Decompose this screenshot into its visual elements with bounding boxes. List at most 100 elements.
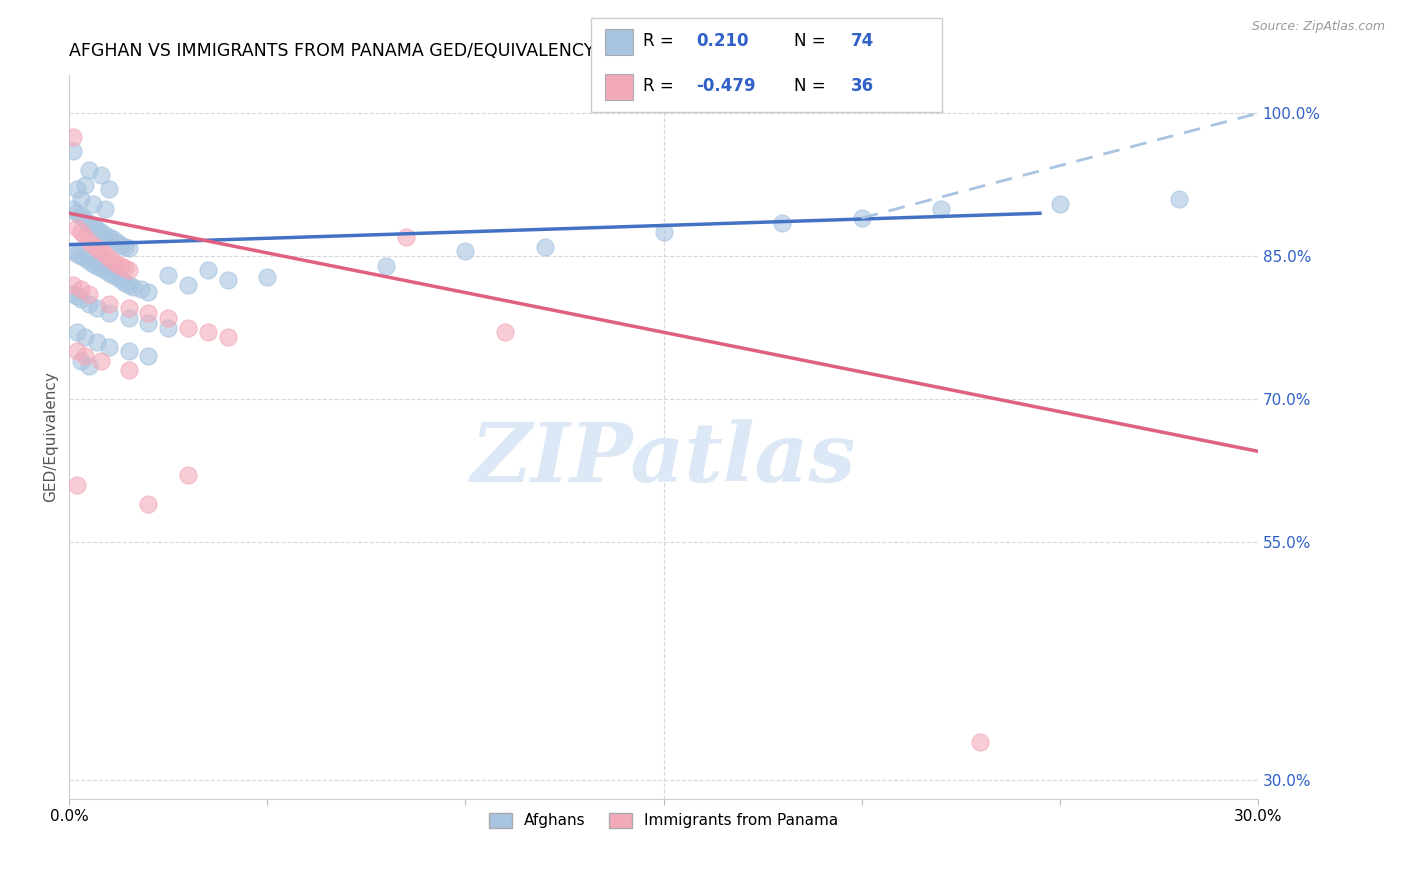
Point xyxy=(97,251,120,265)
FancyBboxPatch shape xyxy=(605,29,633,55)
Point xyxy=(82,237,104,252)
Point xyxy=(97,182,120,196)
Point xyxy=(66,206,89,220)
Legend: Afghans, Immigrants from Panama: Afghans, Immigrants from Panama xyxy=(482,806,844,835)
Point xyxy=(97,340,120,354)
Point xyxy=(1167,192,1189,206)
Point xyxy=(62,202,84,216)
Point xyxy=(70,354,93,368)
Point xyxy=(454,244,477,259)
Point xyxy=(90,260,112,275)
Point xyxy=(62,287,84,301)
Point xyxy=(70,282,93,296)
Point xyxy=(90,225,112,239)
Point xyxy=(77,163,100,178)
Point xyxy=(217,273,239,287)
Point xyxy=(395,230,418,244)
Point xyxy=(90,354,112,368)
Point xyxy=(70,209,93,223)
Point xyxy=(77,287,100,301)
Point xyxy=(94,228,117,243)
Point xyxy=(105,235,128,249)
Point xyxy=(157,311,180,326)
Point xyxy=(118,311,141,326)
Point xyxy=(70,225,93,239)
Point xyxy=(533,239,555,253)
Point xyxy=(177,468,200,483)
FancyBboxPatch shape xyxy=(605,74,633,100)
Text: AFGHAN VS IMMIGRANTS FROM PANAMA GED/EQUIVALENCY CORRELATION CHART: AFGHAN VS IMMIGRANTS FROM PANAMA GED/EQU… xyxy=(69,42,789,60)
Point xyxy=(70,192,93,206)
Y-axis label: GED/Equivalency: GED/Equivalency xyxy=(44,372,58,502)
Point xyxy=(652,225,675,239)
Point xyxy=(75,230,97,244)
Text: 36: 36 xyxy=(851,78,873,95)
Point xyxy=(82,257,104,271)
Point xyxy=(118,301,141,316)
Point xyxy=(101,268,124,282)
Point xyxy=(77,253,100,268)
Point xyxy=(101,253,124,268)
Point xyxy=(929,202,952,216)
Point xyxy=(70,292,93,306)
Point xyxy=(110,259,132,273)
Point xyxy=(177,320,200,334)
Point xyxy=(157,268,180,282)
Point xyxy=(62,145,84,159)
Point xyxy=(97,266,120,280)
Point xyxy=(75,330,97,344)
Point xyxy=(77,235,100,249)
Point xyxy=(138,285,160,300)
Point xyxy=(110,273,132,287)
Point xyxy=(62,244,84,259)
Point xyxy=(75,349,97,363)
Text: R =: R = xyxy=(644,32,679,50)
Text: N =: N = xyxy=(794,78,831,95)
Text: Source: ZipAtlas.com: Source: ZipAtlas.com xyxy=(1251,20,1385,33)
Text: N =: N = xyxy=(794,32,831,50)
Point xyxy=(97,230,120,244)
Text: 74: 74 xyxy=(851,32,875,50)
Point xyxy=(129,282,152,296)
Point xyxy=(138,497,160,511)
Point xyxy=(121,279,143,293)
Point xyxy=(66,220,89,235)
Point xyxy=(66,289,89,303)
Point xyxy=(851,211,873,225)
Point xyxy=(101,232,124,246)
Point xyxy=(75,213,97,227)
Point xyxy=(86,334,108,349)
Point xyxy=(114,276,136,290)
Point xyxy=(138,316,160,330)
Point xyxy=(62,130,84,145)
Point xyxy=(969,735,991,749)
Text: -0.479: -0.479 xyxy=(696,78,755,95)
Point xyxy=(66,247,89,261)
Point xyxy=(82,196,104,211)
Point xyxy=(94,263,117,277)
Point xyxy=(86,222,108,236)
Point xyxy=(105,257,128,271)
Point xyxy=(157,320,180,334)
Point xyxy=(90,168,112,182)
Point xyxy=(197,326,219,340)
Point xyxy=(1049,196,1071,211)
Point xyxy=(66,477,89,491)
Point xyxy=(66,182,89,196)
Point xyxy=(118,263,141,277)
Point xyxy=(82,219,104,233)
FancyBboxPatch shape xyxy=(591,18,942,112)
Point xyxy=(177,277,200,292)
Point xyxy=(62,277,84,292)
Point xyxy=(105,270,128,285)
Point xyxy=(94,247,117,261)
Point xyxy=(217,330,239,344)
Point xyxy=(86,242,108,256)
Point xyxy=(138,349,160,363)
Point xyxy=(770,216,793,230)
Point xyxy=(256,270,278,285)
Point xyxy=(110,237,132,252)
Point xyxy=(118,277,141,292)
Point xyxy=(375,259,398,273)
Point xyxy=(66,326,89,340)
